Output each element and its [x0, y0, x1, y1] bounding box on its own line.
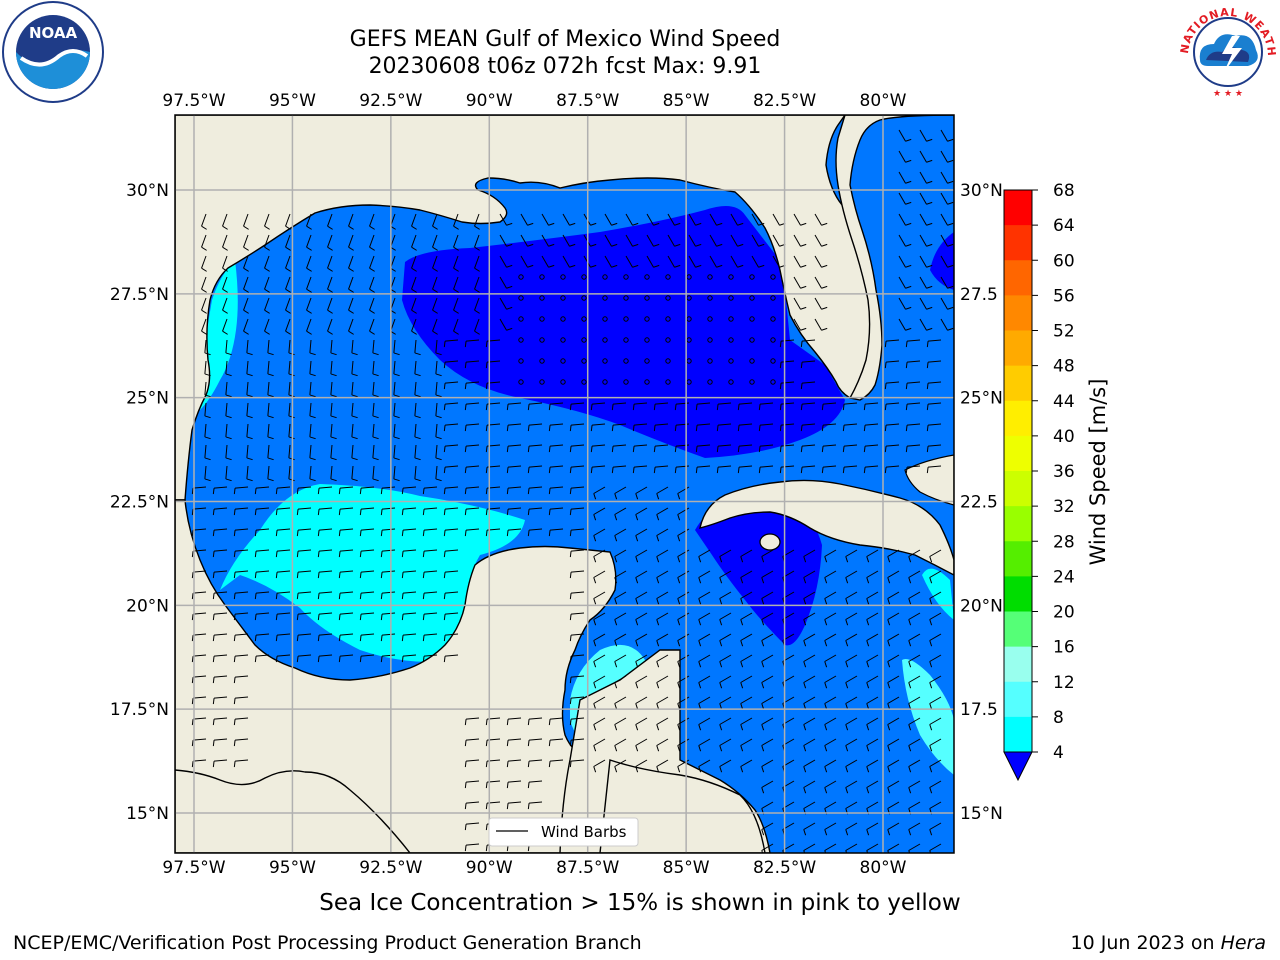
- svg-text:NOAA: NOAA: [29, 24, 78, 42]
- land-florida-east: [835, 115, 954, 401]
- land-central-america-south: [599, 759, 766, 853]
- lat-label-left: 27.5°N: [110, 285, 169, 305]
- land-isla-juventud: [759, 533, 781, 551]
- colorbar-segment-0: [1004, 190, 1032, 226]
- run-date: 10 Jun 2023 on Hera: [1070, 932, 1267, 954]
- colorbar-label: Wind Speed [m/s]: [1086, 379, 1110, 566]
- lon-label-top: 95°W: [269, 91, 316, 111]
- land-mexico: [175, 499, 761, 853]
- colorbar-segment-11: [1004, 576, 1032, 612]
- colorbar-tick-label: 24: [1053, 567, 1075, 587]
- lat-label-right: 17.5: [960, 700, 998, 720]
- colorbar-tick-label: 64: [1053, 216, 1075, 236]
- lat-label-right: 20°N: [960, 596, 1003, 616]
- colorbar-tick-label: 28: [1053, 532, 1075, 552]
- colorbar-tick-label: 4: [1053, 743, 1064, 763]
- lon-label-top: 80°W: [860, 91, 907, 111]
- land-cuba: [699, 479, 954, 576]
- credit-text: NCEP/EMC/Verification Post Processing Pr…: [13, 932, 642, 954]
- lon-label-bottom: 80°W: [860, 858, 907, 878]
- nws-logo: NATIONAL WEATHER SERVICE ★ ★ ★: [1176, 0, 1277, 101]
- lon-label-bottom: 97.5°W: [162, 858, 225, 878]
- lat-label-left: 17.5°N: [110, 700, 169, 720]
- moderate-wind-region-east-caribbean: [902, 659, 954, 775]
- colorbar-tick-label: 40: [1053, 427, 1075, 447]
- colorbar-segment-10: [1004, 541, 1032, 577]
- colorbar-segment-3: [1004, 295, 1032, 331]
- lat-label-right: 25°N: [960, 389, 1003, 409]
- colorbar-segment-9: [1004, 506, 1032, 542]
- lat-label-left: 30°N: [126, 181, 169, 201]
- colorbar-tick-label: 20: [1053, 603, 1075, 623]
- map-frame: [174, 114, 955, 854]
- colorbar-tick-label: 16: [1053, 638, 1075, 658]
- lat-label-right: 27.5: [960, 285, 998, 305]
- colorbar-segment-1: [1004, 225, 1032, 261]
- lon-label-bottom: 85°W: [663, 858, 710, 878]
- legend-label: Wind Barbs: [541, 823, 627, 841]
- colorbar-segment-6: [1004, 400, 1032, 437]
- lat-label-left: 25°N: [126, 389, 169, 409]
- slow-wind-region-gulf: [402, 206, 845, 458]
- lat-label-right: 30°N: [960, 181, 1003, 201]
- colorbar-tick-label: 8: [1053, 708, 1064, 728]
- colorbar-tick-label: 12: [1053, 673, 1075, 693]
- lat-label-left: 15°N: [126, 804, 169, 824]
- lon-label-top: 82.5°W: [753, 91, 816, 111]
- lon-label-bottom: 92.5°W: [359, 858, 422, 878]
- land-bahamas: [904, 454, 954, 506]
- wind-barbs: [191, 129, 954, 853]
- colorbar-segment-12: [1004, 611, 1032, 648]
- lat-label-right: 15°N: [960, 804, 1003, 824]
- colorbar-tick-label: 68: [1053, 181, 1075, 201]
- lat-label-left: 20°N: [126, 596, 169, 616]
- colorbar-under-arrow: [1003, 751, 1033, 782]
- colorbar-tick-label: 44: [1053, 392, 1075, 412]
- lat-label-right: 22.5: [960, 493, 998, 513]
- colorbar-segment-8: [1004, 471, 1032, 507]
- colorbar-segment-7: [1004, 435, 1032, 472]
- map-subtitle: 20230608 t06z 072h fcst Max: 9.91: [368, 54, 762, 79]
- svg-text:★ ★ ★: ★ ★ ★: [1213, 89, 1243, 99]
- colorbar-segment-2: [1004, 260, 1032, 296]
- colorbar: 68 64 60 56 52 48 44 40 36 32 28 24 20 16 12 8 4: [1003, 181, 1075, 782]
- lon-label-top: 87.5°W: [556, 91, 619, 111]
- map-title: GEFS MEAN Gulf of Mexico Wind Speed: [349, 27, 781, 52]
- lon-label-top: 97.5°W: [162, 91, 225, 111]
- lon-label-top: 92.5°W: [359, 91, 422, 111]
- lon-label-bottom: 82.5°W: [753, 858, 816, 878]
- colorbar-segment-5: [1004, 365, 1032, 402]
- colorbar-segment-15: [1004, 716, 1032, 753]
- lon-label-bottom: 87.5°W: [556, 858, 619, 878]
- lon-label-bottom: 90°W: [466, 858, 513, 878]
- wind-barb-legend: Wind Barbs: [488, 817, 639, 847]
- sea-ice-caption: Sea Ice Concentration > 15% is shown in …: [319, 890, 961, 916]
- colorbar-segment-13: [1004, 646, 1032, 683]
- colorbar-tick-label: 48: [1053, 357, 1075, 377]
- colorbar-tick-label: 32: [1053, 497, 1075, 517]
- colorbar-tick-label: 60: [1053, 251, 1075, 271]
- slow-wind-region-cuba: [695, 504, 822, 646]
- colorbar-tick-label: 52: [1053, 322, 1075, 342]
- graticule: [175, 115, 954, 853]
- colorbar-segment-14: [1004, 681, 1032, 718]
- noaa-logo: NOAA: [2, 1, 104, 103]
- lon-label-bottom: 95°W: [269, 858, 316, 878]
- lon-label-top: 90°W: [466, 91, 513, 111]
- colorbar-segment-4: [1004, 330, 1032, 367]
- colorbar-tick-label: 56: [1053, 286, 1075, 306]
- colorbar-tick-label: 36: [1053, 462, 1075, 482]
- moderate-wind-region-bay: [220, 484, 525, 662]
- lat-label-left: 22.5°N: [110, 493, 169, 513]
- lon-label-top: 85°W: [663, 91, 710, 111]
